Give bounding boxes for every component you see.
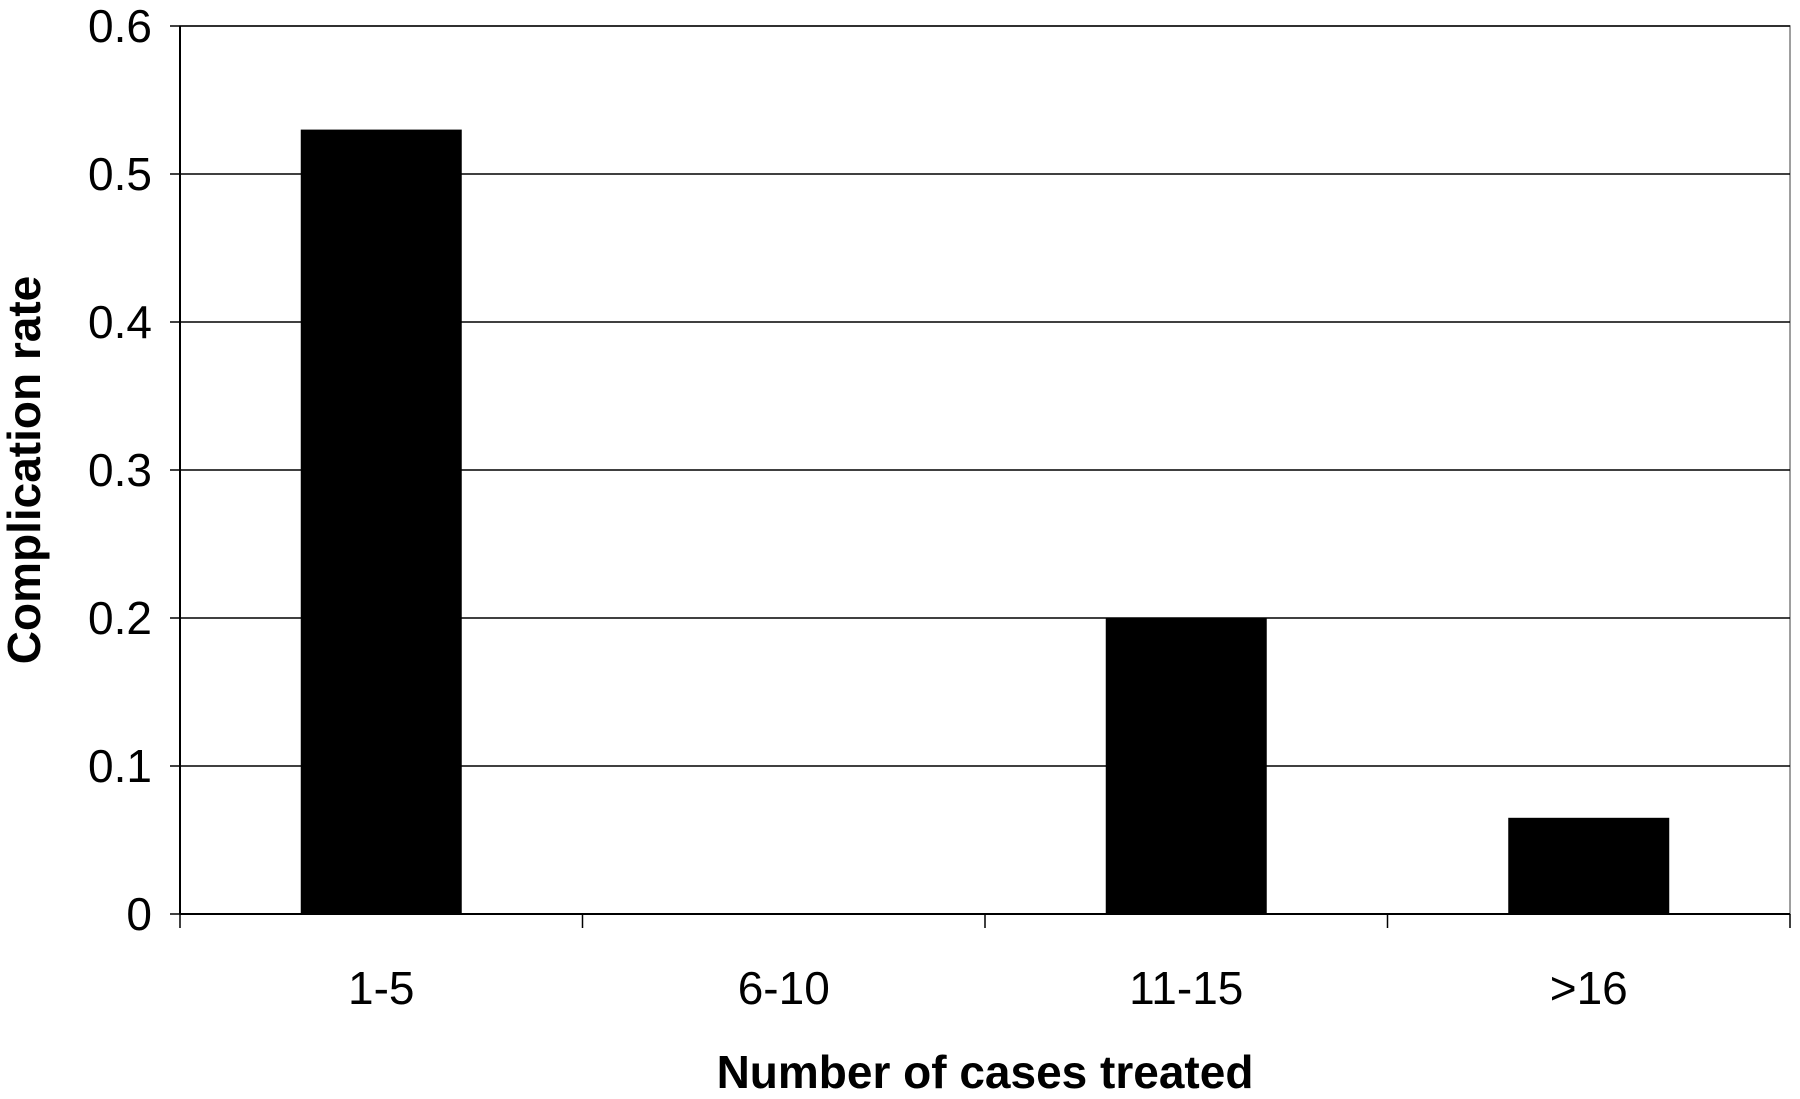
y-tick-label: 0.4	[88, 296, 152, 348]
y-tick-label: 0.6	[88, 0, 152, 52]
y-tick-label: 0.3	[88, 444, 152, 496]
x-axis-title: Number of cases treated	[717, 1046, 1254, 1098]
bars	[300, 129, 1670, 915]
x-tick-label: 6-10	[738, 962, 830, 1014]
y-tick-label: 0.2	[88, 592, 152, 644]
axes	[170, 25, 1791, 928]
y-tick-labels: 0 0.1 0.2 0.3 0.4 0.5 0.6	[88, 0, 152, 940]
x-tick-label: 1-5	[348, 962, 414, 1014]
x-tick-label: 11-15	[1129, 962, 1243, 1014]
bar	[300, 129, 462, 915]
x-tick-label: >16	[1550, 962, 1628, 1014]
y-axis-title: Complication rate	[0, 276, 50, 665]
y-tick-label: 0.5	[88, 148, 152, 200]
y-tick-label: 0.1	[88, 740, 152, 792]
bar	[1105, 618, 1267, 914]
x-tick-labels: 1-5 6-10 11-15 >16	[348, 962, 1628, 1014]
bar	[1508, 817, 1670, 914]
y-tick-label: 0	[126, 888, 152, 940]
